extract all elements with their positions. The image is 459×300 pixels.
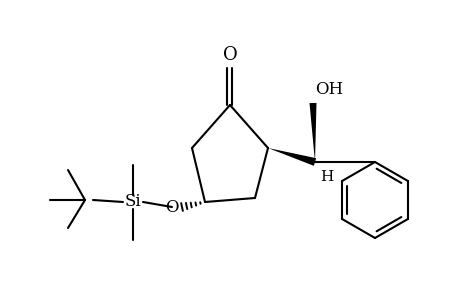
Text: O: O (165, 200, 179, 217)
Text: O: O (222, 46, 237, 64)
Polygon shape (309, 103, 316, 162)
Text: OH: OH (314, 81, 342, 98)
Text: H: H (319, 170, 332, 184)
Text: Si: Si (124, 194, 141, 211)
Polygon shape (268, 148, 315, 166)
